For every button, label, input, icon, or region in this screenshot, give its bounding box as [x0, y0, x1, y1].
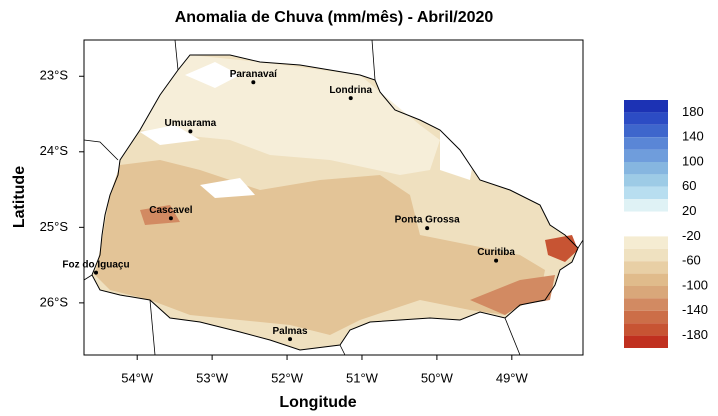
- colorbar-swatch: [624, 149, 668, 162]
- colorbar-label: 60: [682, 178, 696, 193]
- colorbar-swatch: [624, 310, 668, 324]
- colorbar-label: -100: [682, 277, 708, 292]
- x-tick-label: 49°W: [496, 370, 529, 385]
- colorbar-swatch: [624, 199, 668, 212]
- colorbar-swatch: [624, 248, 668, 262]
- city-dot: [188, 129, 193, 134]
- city-label: Palmas: [273, 326, 308, 337]
- colorbar-label: -20: [682, 228, 701, 243]
- colorbar-swatch: [624, 236, 668, 249]
- colorbar-label: -140: [682, 302, 708, 317]
- city-label: Curitiba: [477, 247, 515, 258]
- city-dot: [168, 216, 173, 221]
- colorbar-swatch: [624, 186, 668, 200]
- x-tick-label: 54°W: [121, 370, 154, 385]
- neighbor-border: [83, 39, 584, 356]
- x-tick-label: 50°W: [421, 370, 454, 385]
- colorbar-label: -180: [682, 327, 708, 342]
- state-border: [91, 54, 579, 351]
- plot-frame: [83, 39, 584, 356]
- colorbar-swatch: [624, 174, 668, 187]
- city-label: Ponta Grossa: [395, 215, 460, 226]
- city-label: Paranavaí: [230, 69, 278, 80]
- colorbar-swatch: [624, 112, 668, 125]
- x-tick-label: 51°W: [346, 370, 379, 385]
- extreme-dry-zone: [545, 235, 578, 262]
- colorbar-swatch: [624, 124, 668, 138]
- colorbar-swatch: [624, 335, 668, 348]
- colorbar-label: 20: [682, 203, 696, 218]
- y-tick-label: 25°S: [40, 219, 69, 234]
- colorbar-label: 100: [682, 153, 704, 168]
- city-label: Cascavel: [149, 205, 193, 216]
- y-axis-label: Latitude: [11, 166, 28, 228]
- city-dot: [93, 270, 98, 275]
- colorbar-swatch: [624, 224, 668, 237]
- y-tick-label: 26°S: [40, 294, 69, 309]
- colorbar-swatch: [624, 261, 668, 274]
- colorbar-swatch: [624, 298, 668, 311]
- city-dot: [494, 258, 499, 263]
- colorbar-swatch: [624, 137, 668, 150]
- colorbar-label: 180: [682, 104, 704, 119]
- y-tick-label: 24°S: [40, 143, 69, 158]
- colorbar-swatch: [624, 323, 668, 336]
- city-label: Umuarama: [165, 118, 217, 129]
- city-dot: [348, 96, 353, 101]
- x-tick-label: 53°W: [196, 370, 229, 385]
- colorbar-swatch: [624, 211, 668, 224]
- city-label: Londrina: [329, 85, 372, 96]
- y-tick-label: 23°S: [40, 68, 69, 83]
- x-tick-label: 52°W: [271, 370, 304, 385]
- city-dot: [251, 80, 256, 85]
- city-dot: [425, 226, 430, 231]
- colorbar-swatch: [624, 100, 668, 113]
- x-axis-label: Longitude: [279, 394, 356, 411]
- colorbar-swatch: [624, 162, 668, 175]
- map-fill: [83, 39, 584, 356]
- city-dot: [288, 337, 293, 342]
- colorbar-label: -60: [682, 253, 701, 268]
- colorbar-label: 140: [682, 129, 704, 144]
- colorbar-swatch: [624, 273, 668, 286]
- very-dry-zone: [140, 205, 555, 315]
- title: Anomalia de Chuva (mm/mês) - Abril/2020: [175, 9, 494, 26]
- dry-zone: [95, 160, 545, 335]
- city-label: Foz do Iguaçu: [62, 259, 129, 270]
- colorbar-swatch: [624, 286, 668, 299]
